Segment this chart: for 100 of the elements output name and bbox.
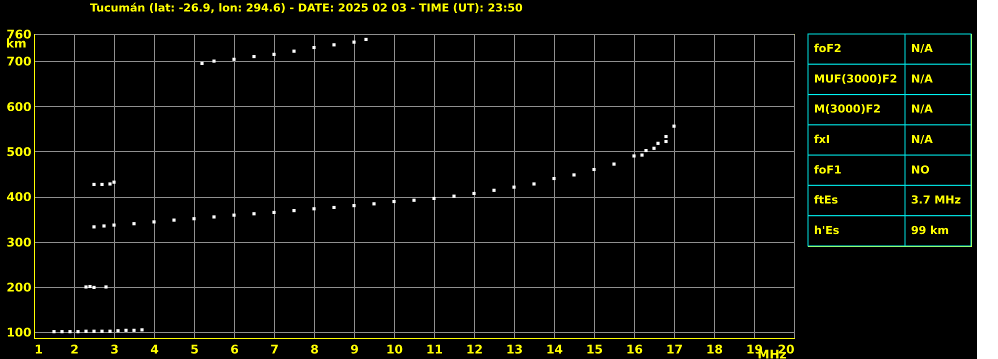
point — [652, 146, 656, 150]
x-tick-label: 8 — [310, 342, 319, 356]
point — [92, 182, 96, 186]
point — [124, 328, 128, 332]
point — [152, 220, 156, 224]
x-tick-label: 9 — [350, 342, 359, 356]
point — [252, 55, 256, 58]
point — [352, 40, 356, 44]
point — [372, 202, 376, 206]
point — [412, 198, 416, 202]
x-tick-label: 12 — [466, 342, 483, 356]
text: N/A — [911, 102, 934, 116]
point — [312, 46, 316, 50]
x-tick-label: 4 — [150, 342, 159, 356]
x-tick-label: 18 — [706, 342, 723, 356]
x-tick-label: 15 — [586, 342, 603, 356]
point — [132, 328, 136, 332]
text: fxI — [814, 133, 830, 146]
point — [572, 173, 576, 177]
text: N/A — [911, 42, 934, 56]
point — [108, 330, 112, 333]
point — [632, 154, 636, 158]
x-tick-label: 3 — [110, 342, 119, 356]
x-tick-label: 2 — [70, 342, 79, 356]
chart-title: Tucumán (lat: -26.9, lon: 294.6) - DATE: 2025 02 03 - TIME (UT): 23:50 — [90, 2, 524, 14]
point — [644, 148, 648, 152]
text: M(3000)F2 — [814, 102, 881, 116]
y-tick-label: 100 — [6, 326, 32, 340]
x-tick-label: 17 — [666, 342, 683, 356]
y-tick-label: 300 — [6, 235, 32, 250]
point — [88, 284, 92, 288]
x-tick-label: 16 — [626, 342, 643, 356]
point — [212, 60, 216, 63]
point — [664, 134, 668, 138]
point — [452, 194, 456, 198]
point — [76, 330, 80, 334]
x-tick-label: 13 — [506, 342, 523, 356]
point — [532, 182, 536, 186]
x-tick-label: 7 — [270, 342, 279, 356]
text: foF1 — [814, 163, 842, 176]
point — [102, 224, 106, 228]
point — [232, 58, 236, 61]
point — [332, 206, 336, 210]
point — [212, 215, 216, 219]
x-tick-label: 10 — [386, 342, 403, 356]
text: MUF(3000)F2 — [814, 72, 898, 86]
point — [492, 188, 496, 192]
y-tick-label: 700 — [6, 54, 32, 69]
point — [132, 222, 136, 226]
text: 99 km — [911, 224, 949, 237]
point — [100, 330, 104, 333]
point — [172, 218, 176, 222]
point — [84, 330, 88, 333]
point — [92, 286, 96, 289]
point — [112, 180, 116, 184]
point — [92, 330, 96, 333]
point — [512, 186, 516, 189]
point — [664, 140, 668, 144]
point — [552, 176, 556, 180]
y-tick-label: 500 — [6, 144, 32, 159]
point — [352, 204, 356, 208]
point — [272, 52, 276, 56]
point — [332, 43, 336, 46]
y-tick-label: 600 — [6, 100, 32, 114]
y-tick-label: 200 — [6, 280, 32, 294]
x-tick-label: 6 — [230, 342, 239, 356]
point — [392, 200, 396, 204]
point — [104, 285, 108, 289]
point — [112, 223, 116, 227]
text: ftEs — [814, 194, 839, 207]
point — [100, 182, 104, 186]
point — [116, 329, 120, 332]
point — [60, 330, 64, 334]
point — [592, 168, 596, 172]
text: h'Es — [814, 224, 840, 237]
text: N/A — [911, 133, 934, 146]
point — [200, 62, 204, 65]
text: N/A — [911, 72, 934, 86]
x-tick-label: 5 — [190, 342, 199, 356]
x-tick-label: 14 — [546, 342, 563, 356]
point — [84, 285, 88, 289]
point — [108, 182, 112, 186]
text: NO — [911, 163, 930, 176]
point — [312, 207, 316, 210]
point — [656, 142, 660, 145]
point — [52, 330, 56, 334]
point — [292, 209, 296, 212]
point — [232, 214, 236, 217]
point — [292, 50, 296, 53]
point — [252, 212, 256, 216]
text: 3.7 MHz — [911, 194, 961, 207]
point — [92, 225, 96, 228]
point — [472, 192, 476, 196]
point — [68, 330, 72, 334]
point — [192, 217, 196, 220]
y-tick-label: 400 — [6, 190, 32, 204]
point — [364, 38, 368, 41]
text: foF2 — [814, 42, 842, 56]
point — [612, 162, 616, 166]
x-tick-label: 11 — [426, 342, 443, 356]
